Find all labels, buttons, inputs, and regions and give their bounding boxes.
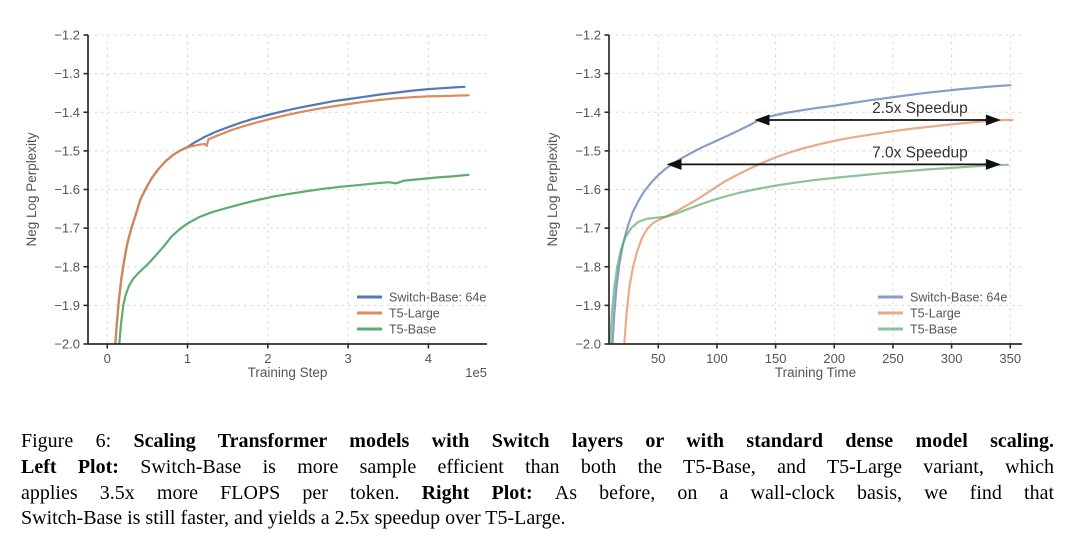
y-tick-label: −1.5 [575, 143, 601, 158]
caption-right-plot-text: As before, on a wall-clock basis, we fin… [554, 481, 1054, 504]
y-axis-label: Neg Log Perplexity [24, 132, 39, 246]
series-line-t5-base [118, 173, 470, 344]
legend-label: T5-Base [389, 322, 436, 336]
axis-ticks: 50 100 150 200 250 300 350 −2.0 −1.9 −1.8 −1.7 −1.6… [575, 28, 1021, 367]
caption-right-plot-label: Right Plot: [421, 481, 555, 504]
x-tick-label: 350 [999, 351, 1021, 366]
series-lines [114, 85, 470, 344]
y-tick-label: −1.2 [54, 28, 80, 43]
y-tick-label: −1.5 [54, 143, 80, 158]
arrowhead-right-icon [985, 158, 1001, 170]
caption-line-1: Figure 6: Scaling Transformer models wit… [21, 429, 1054, 455]
y-tick-label: −1.2 [575, 28, 601, 43]
y-tick-label: −1.6 [575, 182, 601, 197]
y-tick-label: −1.9 [575, 298, 601, 313]
legend-label: T5-Base [910, 322, 957, 336]
caption-title-bold: Scaling Transformer models with Switch l… [133, 430, 1054, 452]
series-lines [609, 84, 1014, 344]
legend: Switch-Base: 64e T5-Large T5-Base [878, 290, 1007, 336]
caption-left-plot-text: Switch-Base is more sample efficient tha… [140, 455, 1054, 478]
y-axis-label: Neg Log Perplexity [545, 132, 560, 246]
right-chart-training-time: 50 100 150 200 250 300 350 −2.0 −1.9 −1.8 −1.7 −1.6… [545, 28, 1022, 380]
x-tick-label: 300 [941, 351, 963, 366]
x-tick-label: 50 [651, 351, 665, 366]
caption-line-4: Switch-Base is still faster, and yields … [21, 506, 1054, 532]
arrowhead-left-icon [754, 114, 770, 126]
x-axis-offset-label: 1e5 [465, 365, 487, 380]
y-tick-label: −1.3 [575, 66, 601, 81]
speedup-label: 2.5x Speedup [872, 100, 968, 117]
y-tick-label: −1.9 [54, 298, 80, 313]
y-tick-label: −1.8 [575, 259, 601, 274]
y-tick-label: −1.3 [54, 66, 80, 81]
y-tick-label: −1.4 [575, 105, 601, 120]
axis-ticks: 0 1 2 3 4 −2.0 −1.9 −1.8 −1.7 −1.6 −1.5 −1.4 −1.3 −1.… [54, 28, 432, 367]
x-tick-label: 2 [264, 351, 271, 366]
series-line-t5-base [609, 163, 1009, 344]
caption-right-plot-text-2: Switch-Base is still faster, and yields … [21, 507, 566, 530]
y-tick-label: −2.0 [575, 337, 601, 352]
series-line-t5-large [623, 118, 1014, 344]
x-tick-label: 3 [344, 351, 351, 366]
gridlines [88, 34, 487, 345]
arrowhead-left-icon [666, 158, 682, 170]
caption-left-plot-text-2: applies 3.5x more FLOPS per token. [21, 481, 422, 504]
left-chart-training-step: 0 1 2 3 4 −2.0 −1.9 −1.8 −1.7 −1.6 −1.5 −1.4 −1.3 −1.… [24, 28, 487, 380]
x-tick-label: 1 [184, 351, 191, 366]
y-tick-label: −2.0 [54, 337, 80, 352]
x-axis-label: Training Step [248, 365, 328, 380]
caption-line-2: Left Plot: Switch-Base is more sample ef… [21, 455, 1054, 481]
x-axis-label: Training Time [775, 365, 856, 380]
speedup-annotation: 2.5x Speedup [754, 100, 1001, 126]
x-tick-label: 4 [425, 351, 432, 366]
y-tick-label: −1.7 [575, 221, 601, 236]
caption-figure-label: Figure 6: [21, 430, 134, 452]
x-tick-label: 100 [706, 351, 728, 366]
y-tick-label: −1.8 [54, 259, 80, 274]
caption-line-3: applies 3.5x more FLOPS per token. Right… [21, 481, 1054, 507]
series-line-t5-large [114, 94, 470, 344]
x-tick-label: 150 [765, 351, 787, 366]
speedup-label: 7.0x Speedup [872, 144, 968, 161]
x-tick-label: 0 [104, 351, 111, 366]
x-tick-label: 200 [823, 351, 845, 366]
y-tick-label: −1.7 [54, 221, 80, 236]
legend: Switch-Base: 64e T5-Large T5-Base [357, 290, 486, 336]
speedup-annotation: 7.0x Speedup [666, 144, 1001, 170]
x-tick-label: 250 [882, 351, 904, 366]
legend-label: Switch-Base: 64e [389, 290, 486, 304]
legend-label: T5-Large [389, 306, 440, 320]
figure-caption: Figure 6: Scaling Transformer models wit… [21, 429, 1054, 532]
legend-label: Switch-Base: 64e [910, 290, 1007, 304]
arrowhead-right-icon [985, 114, 1001, 126]
series-line-switch-base-64e [611, 84, 1012, 344]
y-tick-label: −1.4 [54, 105, 80, 120]
caption-left-plot-label: Left Plot: [21, 455, 141, 478]
legend-label: T5-Large [910, 306, 961, 320]
y-tick-label: −1.6 [54, 182, 80, 197]
